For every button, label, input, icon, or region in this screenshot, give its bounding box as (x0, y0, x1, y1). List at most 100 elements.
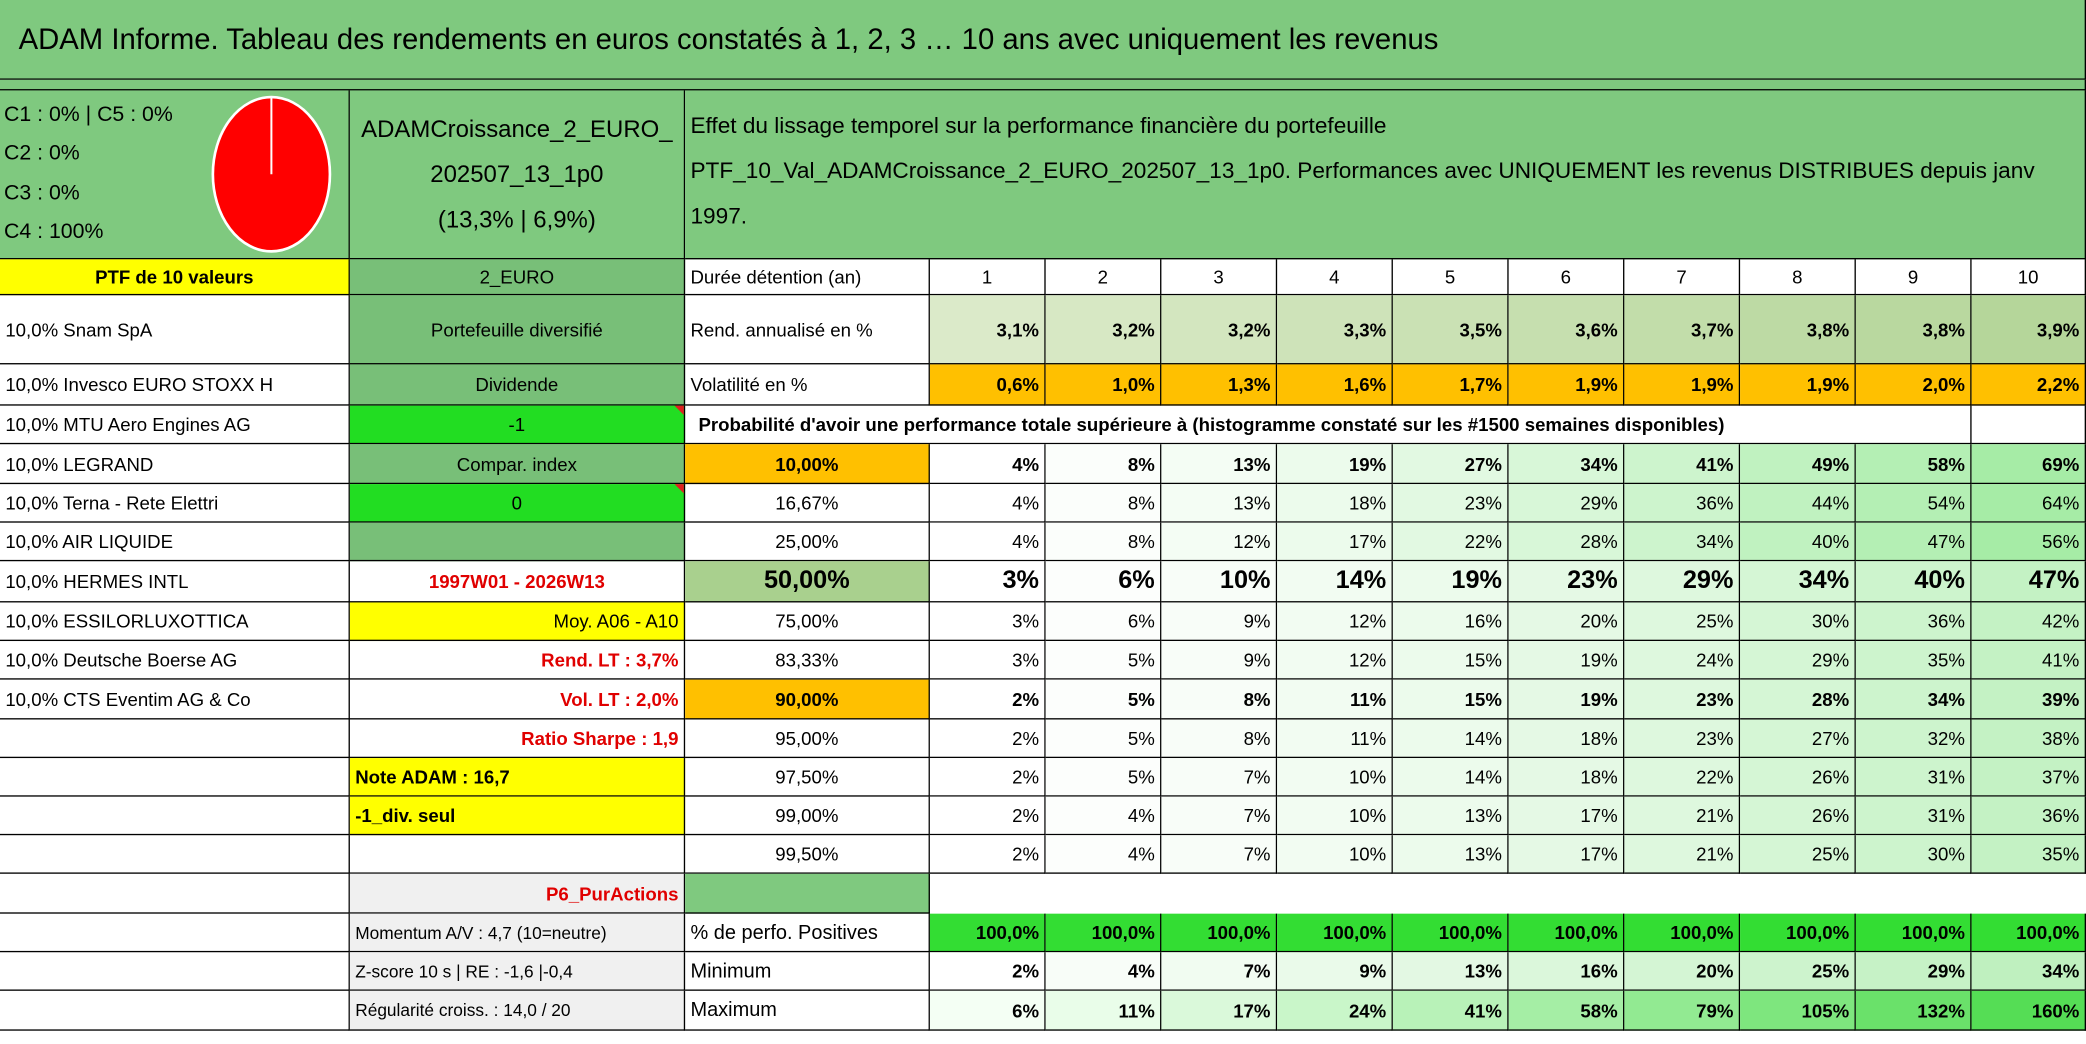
quantile-value: 32% (1855, 719, 1972, 759)
bottom-row (0, 1031, 2086, 1044)
quantile-value: 2% (929, 679, 1046, 720)
quantile-value: 7% (1161, 796, 1278, 836)
quantile-value: 15% (1392, 679, 1509, 720)
quantile-value: 8% (1161, 679, 1278, 720)
description: Effet du lissage temporel sur la perform… (685, 90, 2086, 260)
summary-value: 17% (1161, 990, 1278, 1031)
year-header: 10 (1971, 259, 2086, 296)
stat-label: Rend. annualisé en % (685, 295, 930, 365)
summary-value: 58% (1508, 990, 1625, 1031)
empty-cell (0, 758, 350, 797)
quantile-label: 75,00% (685, 602, 930, 642)
quantile-value: 17% (1508, 796, 1625, 836)
quantile-value: 44% (1740, 484, 1856, 523)
empty-cell (0, 796, 350, 836)
empty-cell (0, 952, 350, 991)
flag: -1 (349, 405, 686, 445)
quantile-value: 36% (1855, 602, 1972, 642)
quantile-value: 2% (929, 758, 1046, 797)
quantile-label: 25,00% (685, 522, 930, 562)
quantile-value: 10% (1277, 758, 1393, 797)
year-header: 7 (1624, 259, 1741, 296)
quantile-value: 35% (1971, 835, 2086, 874)
quantile-value: 22% (1624, 758, 1741, 797)
quantile-value: 29% (1624, 561, 1741, 603)
quantile-value: 10% (1277, 835, 1393, 874)
summary-value: 20% (1624, 952, 1741, 991)
summary-value: 7% (1161, 952, 1278, 991)
quantile-value: 11% (1277, 679, 1393, 720)
quantile-value: 34% (1624, 522, 1741, 562)
holding: 10,0% ESSILORLUXOTTICA (0, 602, 350, 642)
stat-value: 1,9% (1508, 364, 1625, 406)
stat-value: 2,0% (1855, 364, 1972, 406)
summary-value: 100,0% (1624, 913, 1741, 953)
quantile-value: 24% (1624, 641, 1741, 680)
quantile-value: 6% (1045, 602, 1162, 642)
quantile-value: 40% (1855, 561, 1972, 603)
sharpe: Ratio Sharpe : 1,9 (349, 719, 686, 759)
quantile-value: 7% (1161, 835, 1278, 874)
stat-value: 3,6% (1508, 295, 1625, 365)
universe: P6_PurActions (349, 873, 686, 914)
empty-cell (0, 873, 350, 914)
empty-cell (0, 990, 350, 1031)
quantile-value: 64% (1971, 484, 2086, 523)
quantile-value: 4% (929, 522, 1046, 562)
quantile-value: 38% (1971, 719, 2086, 759)
summary-value: 100,0% (1045, 913, 1162, 953)
quantile-value: 4% (929, 484, 1046, 523)
quantile-value: 69% (1971, 444, 2086, 485)
quantile-value: 21% (1624, 796, 1741, 836)
summary-value: 16% (1508, 952, 1625, 991)
quantile-value: 18% (1508, 758, 1625, 797)
empty-cell (685, 873, 930, 914)
quantile-value: 2% (929, 796, 1046, 836)
composition-item: C3 : 0% (3, 181, 80, 205)
year-header: 6 (1508, 259, 1625, 296)
quantile-label: 97,50% (685, 758, 930, 797)
empty-cell (0, 719, 350, 759)
quantile-value: 30% (1855, 835, 1972, 874)
stat-value: 3,5% (1392, 295, 1509, 365)
quantile-value: 19% (1508, 679, 1625, 720)
quantile-value: 17% (1508, 835, 1625, 874)
average: Moy. A06 - A10 (349, 602, 686, 642)
empty-cell (0, 835, 350, 874)
lt-volatility: Vol. LT : 2,0% (349, 679, 686, 720)
quantile-value: 13% (1392, 796, 1509, 836)
quantile-value: 34% (1508, 444, 1625, 485)
holding: 10,0% Terna - Rete Elettri (0, 484, 350, 523)
holding: 10,0% HERMES INTL (0, 561, 350, 603)
quantile-value: 31% (1855, 758, 1972, 797)
holding: 10,0% Invesco EURO STOXX H (0, 364, 350, 406)
quantile-value: 19% (1508, 641, 1625, 680)
note: Note ADAM : 16,7 (349, 758, 686, 797)
summary-label: Minimum (685, 952, 930, 991)
quantile-value: 26% (1740, 796, 1856, 836)
stat-value: 1,9% (1624, 364, 1741, 406)
quantile-value: 13% (1161, 484, 1278, 523)
quantile-value: 9% (1161, 641, 1278, 680)
lt-return: Rend. LT : 3,7% (349, 641, 686, 680)
quantile-value: 27% (1740, 719, 1856, 759)
quantile-value: 12% (1277, 641, 1393, 680)
mode: -1_div. seul (349, 796, 686, 836)
spacer-row (0, 79, 2086, 91)
quantile-value: 31% (1855, 796, 1972, 836)
composition-item: C4 : 100% (3, 221, 104, 244)
quantile-value: 30% (1740, 602, 1856, 642)
holding: 10,0% CTS Eventim AG & Co (0, 679, 350, 720)
stat-value: 1,3% (1161, 364, 1278, 406)
summary-value: 11% (1045, 990, 1162, 1031)
quantile-value: 41% (1624, 444, 1741, 485)
quantile-label: 83,33% (685, 641, 930, 680)
quantile-label: 10,00% (685, 444, 930, 485)
summary-value: 25% (1740, 952, 1856, 991)
summary-value: 13% (1392, 952, 1509, 991)
quantile-value: 21% (1624, 835, 1741, 874)
summary-value: 4% (1045, 952, 1162, 991)
summary-label: % de perfo. Positives (685, 913, 930, 953)
stat-value: 1,7% (1392, 364, 1509, 406)
holding: 10,0% LEGRAND (0, 444, 350, 485)
